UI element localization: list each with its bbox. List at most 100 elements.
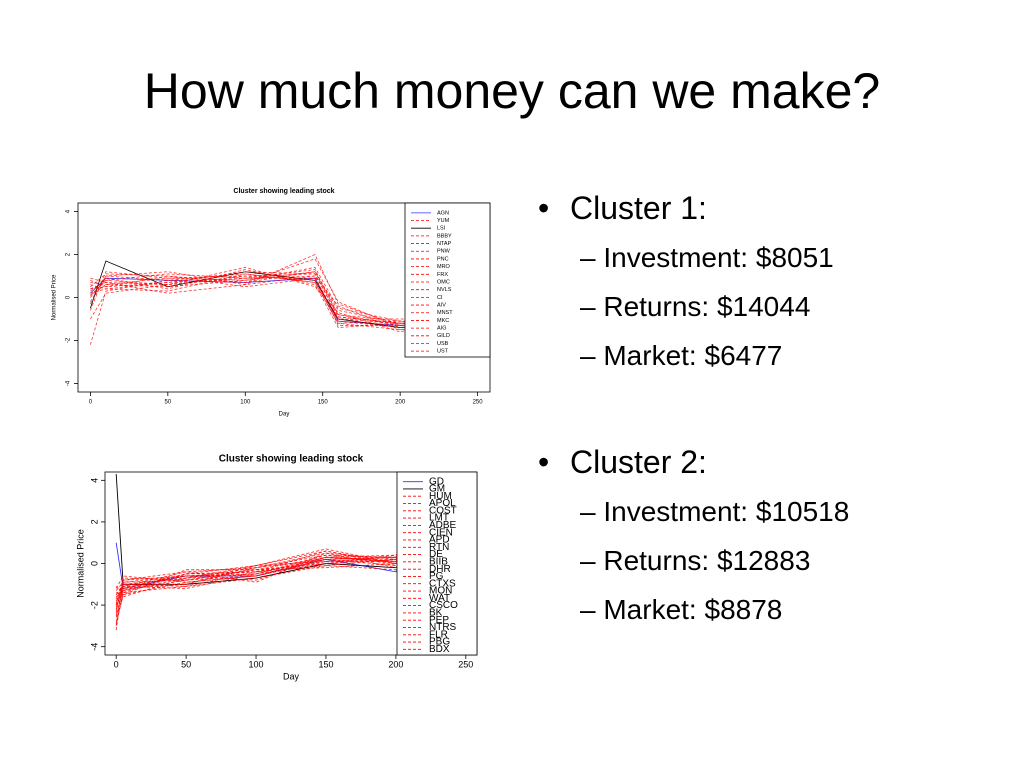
legend-label: UST bbox=[437, 349, 449, 355]
sub-bullet-text: Market: $6477 bbox=[603, 340, 783, 371]
legend-label: RTN bbox=[429, 542, 449, 553]
sub-bullet-marker: – bbox=[580, 242, 604, 273]
slide-title: How much money can we make? bbox=[143, 63, 881, 119]
bullet-text: Cluster 1: bbox=[570, 190, 707, 226]
legend-label: CSCO bbox=[429, 600, 458, 611]
x-tick-label: 150 bbox=[318, 400, 329, 406]
sub-bullet: – Market: $6477 bbox=[580, 340, 782, 372]
legend-label: AIG bbox=[437, 326, 446, 332]
x-tick-label: 0 bbox=[89, 400, 93, 406]
chart-title: Cluster showing leading stock bbox=[233, 188, 334, 195]
sub-bullet-text: Returns: $12883 bbox=[603, 545, 811, 576]
legend-label: NVLS bbox=[437, 287, 452, 293]
sub-bullet: – Investment: $10518 bbox=[580, 496, 849, 528]
y-tick-label: -4 bbox=[66, 380, 72, 386]
x-tick-label: 250 bbox=[458, 659, 473, 669]
legend-label: BBBY bbox=[437, 233, 452, 239]
legend-label: PNC bbox=[437, 256, 449, 262]
series-line bbox=[90, 269, 470, 328]
series-line bbox=[90, 277, 470, 324]
sub-bullet-text: Investment: $10518 bbox=[603, 496, 850, 527]
y-tick-label: 4 bbox=[89, 478, 99, 483]
series-line bbox=[90, 271, 470, 328]
bullet-text: Cluster 2: bbox=[570, 444, 707, 480]
y-tick-label: 4 bbox=[66, 209, 72, 213]
legend-label: AGN bbox=[437, 210, 449, 216]
sub-bullet-marker: – bbox=[580, 340, 604, 371]
legend-label: YUM bbox=[437, 218, 450, 224]
legend-label: HUM bbox=[429, 491, 452, 502]
legend-label: USB bbox=[437, 341, 449, 347]
series-line bbox=[90, 258, 470, 345]
sub-bullet-text: Returns: $14044 bbox=[603, 291, 811, 322]
legend-label: MKC bbox=[437, 318, 449, 324]
legend-label: GM bbox=[429, 484, 445, 495]
y-tick-label: -2 bbox=[89, 601, 99, 609]
y-tick-label: -2 bbox=[66, 337, 72, 343]
series-line bbox=[90, 273, 470, 322]
x-tick-label: 0 bbox=[114, 659, 119, 669]
legend-label: LMT bbox=[429, 513, 449, 524]
legend-label: CI bbox=[437, 295, 443, 301]
legend-label: OMC bbox=[437, 279, 450, 285]
sub-bullet-marker: – bbox=[580, 496, 604, 527]
sub-bullet-marker: – bbox=[580, 545, 604, 576]
sub-bullet-marker: – bbox=[580, 291, 604, 322]
sub-bullet-marker: – bbox=[580, 594, 604, 625]
x-tick-label: 150 bbox=[318, 659, 333, 669]
legend-label: APOL bbox=[429, 498, 456, 509]
y-tick-label: 0 bbox=[89, 561, 99, 566]
legend-label: DHR bbox=[429, 564, 451, 575]
legend-label: BIIB bbox=[429, 556, 448, 567]
legend-label: CTXS bbox=[429, 578, 456, 589]
x-tick-label: 200 bbox=[395, 400, 406, 406]
y-axis-label: Normalised Price bbox=[52, 274, 58, 320]
legend-label: PG bbox=[429, 571, 444, 582]
legend-label: MON bbox=[429, 586, 452, 597]
sub-bullet-text: Market: $8878 bbox=[603, 594, 783, 625]
x-tick-label: 50 bbox=[181, 659, 191, 669]
chart-title: Cluster showing leading stock bbox=[219, 454, 364, 465]
legend-label: GILD bbox=[437, 333, 450, 339]
x-tick-label: 250 bbox=[473, 400, 484, 406]
legend-label: FRX bbox=[437, 272, 448, 278]
series-line bbox=[90, 271, 470, 331]
bullet-marker: • bbox=[538, 190, 550, 226]
y-axis-label: Normalised Price bbox=[75, 529, 85, 598]
legend-label: WAT bbox=[429, 593, 450, 604]
legend-label: NTRS bbox=[429, 622, 457, 633]
y-tick-label: 2 bbox=[66, 252, 72, 256]
sub-bullet-text: Investment: $8051 bbox=[603, 242, 834, 273]
series-line bbox=[90, 267, 470, 333]
legend-label: ADBE bbox=[429, 520, 457, 531]
y-tick-label: -4 bbox=[89, 643, 99, 651]
legend-label: BDX bbox=[429, 644, 450, 655]
legend-label: DE bbox=[429, 549, 443, 560]
legend-label: FLR bbox=[429, 629, 448, 640]
y-tick-label: 0 bbox=[66, 295, 72, 299]
x-tick-label: 200 bbox=[388, 659, 403, 669]
series-line bbox=[90, 254, 470, 326]
bullet-marker: • bbox=[538, 444, 550, 480]
legend-label: MNST bbox=[437, 310, 453, 316]
series-line bbox=[90, 273, 470, 331]
series-line bbox=[115, 521, 459, 610]
legend-box bbox=[396, 471, 478, 656]
x-tick-label: 50 bbox=[164, 400, 171, 406]
sub-bullet: – Returns: $12883 bbox=[580, 545, 810, 577]
legend-label: AIV bbox=[437, 303, 446, 309]
sub-bullet: – Returns: $14044 bbox=[580, 291, 810, 323]
x-tick-label: 100 bbox=[240, 400, 251, 406]
x-axis-label: Day bbox=[279, 412, 290, 418]
legend-label: APD bbox=[429, 535, 450, 546]
legend-label: BK bbox=[429, 608, 443, 619]
sub-bullet: – Investment: $8051 bbox=[580, 242, 834, 274]
x-tick-label: 100 bbox=[249, 659, 264, 669]
series-line bbox=[115, 519, 459, 606]
legend-box bbox=[404, 202, 491, 358]
y-tick-label: 2 bbox=[89, 519, 99, 524]
legend-label: CIEN bbox=[429, 527, 453, 538]
